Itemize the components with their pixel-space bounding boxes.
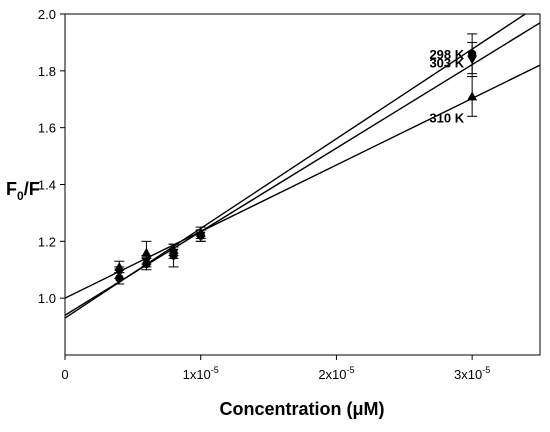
x-tick-mantissa: 1x10	[183, 367, 211, 382]
x-axis-title: Concentration (μM)	[220, 399, 385, 419]
y-axis-title-main: F	[6, 179, 17, 199]
x-tick-label: 2x10-5	[318, 365, 354, 382]
y-axis-title-tail: /F	[24, 179, 40, 199]
y-axis-title: F0/F	[6, 179, 40, 203]
series-label: 298 K	[429, 47, 464, 62]
x-axis-ticks: 0 1x10-5 2x10-5 3x10-5	[61, 355, 490, 382]
x-tick-label: 3x10-5	[454, 365, 490, 382]
fit-line	[65, 22, 540, 316]
x-tick-mantissa: 3x10	[454, 367, 482, 382]
x-tick-label: 0	[61, 367, 68, 382]
series-label: 303 K	[429, 55, 464, 70]
y-tick-label: 1.0	[38, 291, 56, 306]
x-tick-label: 1x10-5	[183, 365, 219, 382]
y-tick-label: 1.6	[38, 121, 56, 136]
data-point-triangle	[168, 244, 179, 254]
x-tick-exponent: -5	[482, 365, 490, 375]
data-point-triangle	[114, 261, 125, 271]
y-axis-title-subscript: 0	[17, 189, 24, 203]
x-tick-exponent: -5	[211, 365, 219, 375]
data-point-triangle	[467, 91, 478, 101]
y-tick-label: 2.0	[38, 7, 56, 22]
data-point-circle	[115, 274, 124, 283]
plot-frame	[64, 13, 541, 356]
data-point-triangle	[195, 227, 206, 237]
y-tick-label: 1.2	[38, 234, 56, 249]
series-label: 310 K	[429, 110, 464, 125]
data-point-inverted-triangle	[141, 257, 152, 267]
data-points	[114, 49, 478, 283]
y-tick-label: 1.8	[38, 64, 56, 79]
error-bars	[114, 33, 478, 285]
x-tick-exponent: -5	[347, 365, 355, 375]
y-tick-label: 1.4	[38, 178, 56, 193]
y-axis-ticks: 1.0 1.2 1.4 1.6 1.8 2.0	[38, 7, 65, 306]
data-point-triangle	[141, 247, 152, 257]
data-point-inverted-triangle	[467, 55, 478, 65]
x-tick-mantissa: 2x10	[318, 367, 346, 382]
